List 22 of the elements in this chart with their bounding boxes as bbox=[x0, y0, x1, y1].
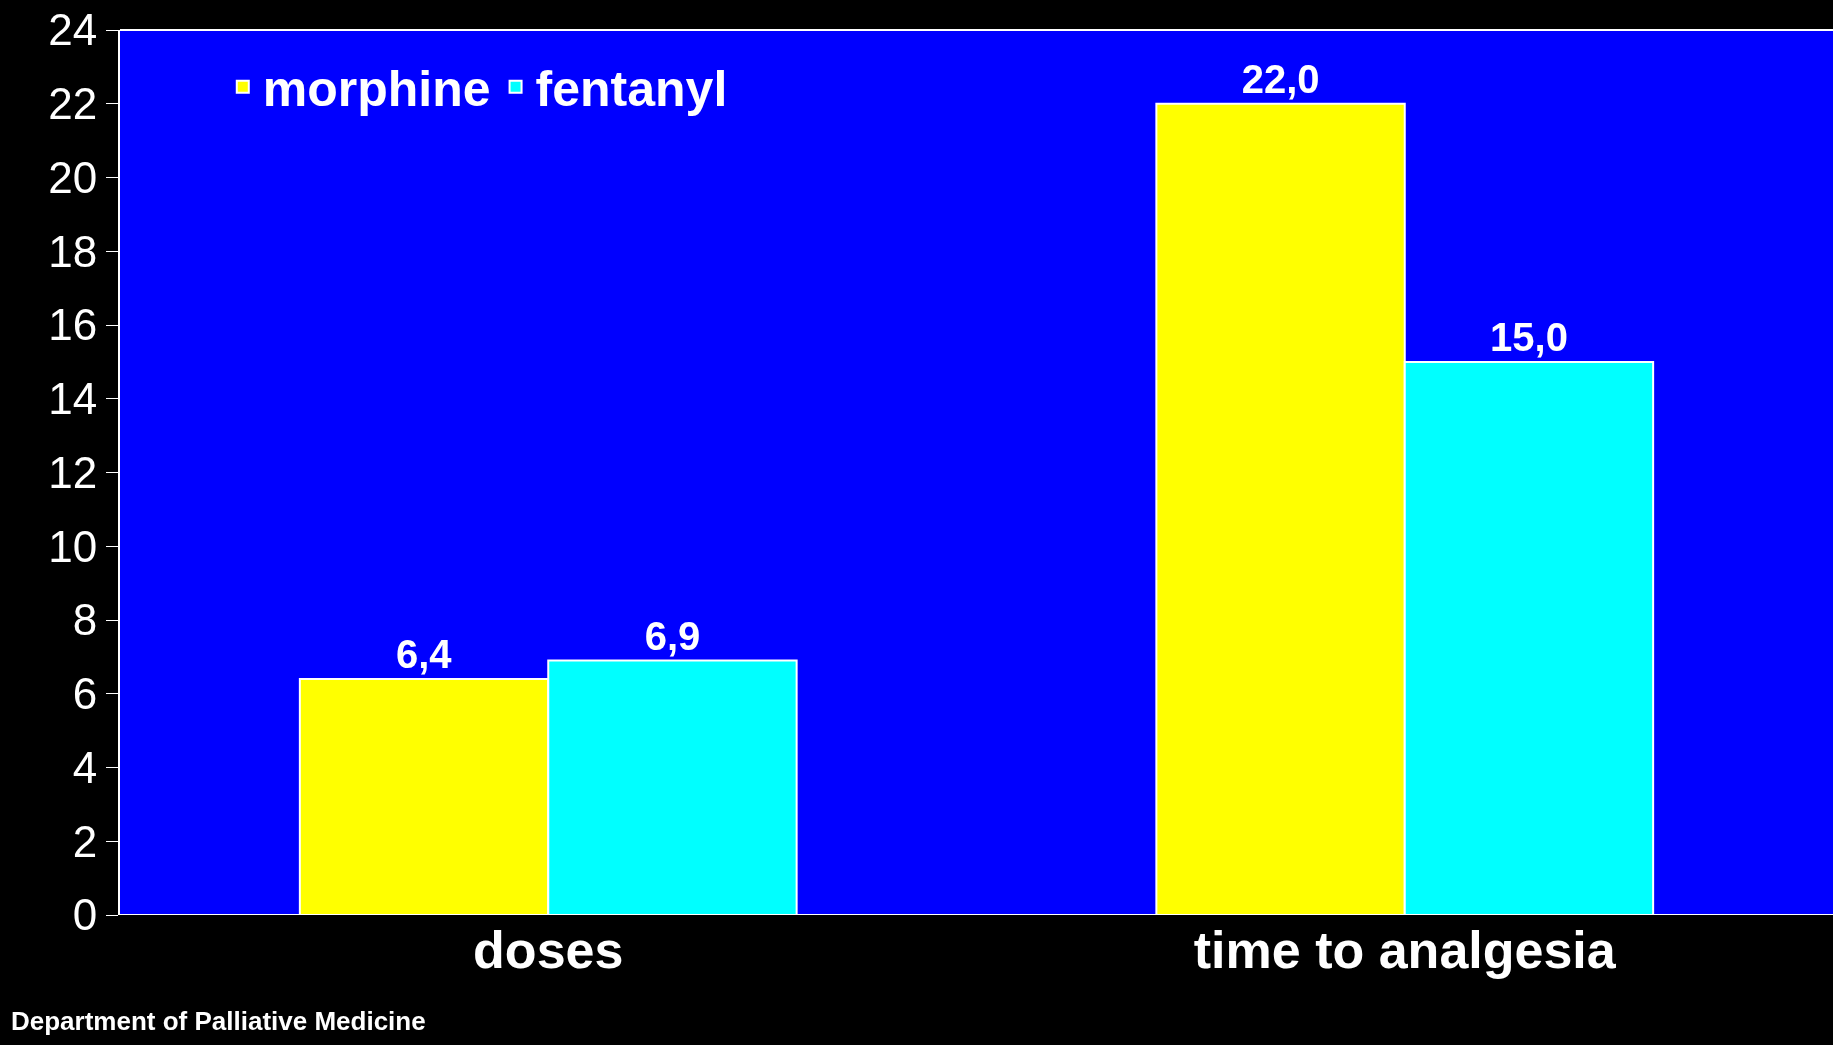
y-tick-label: 12 bbox=[48, 447, 98, 497]
data-label: 15,0 bbox=[1490, 314, 1568, 359]
x-tick-label: time to analgesia bbox=[1193, 921, 1617, 979]
y-tick-label: 22 bbox=[48, 79, 98, 129]
data-label: 22,0 bbox=[1241, 56, 1320, 101]
y-tick-label: 20 bbox=[48, 152, 98, 202]
data-label: 6,4 bbox=[395, 632, 453, 676]
legend-label: morphine bbox=[262, 61, 491, 118]
y-tick-label: 14 bbox=[48, 374, 98, 424]
y-tick-label: 2 bbox=[72, 816, 98, 866]
y-tick-label: 8 bbox=[72, 595, 98, 645]
y-tick-label: 6 bbox=[72, 669, 98, 719]
data-label: 6,9 bbox=[644, 613, 701, 658]
legend-label: fentanyl bbox=[535, 61, 728, 118]
y-tick-label: 18 bbox=[48, 226, 98, 276]
y-tick-label: 16 bbox=[48, 300, 98, 350]
y-tick-label: 10 bbox=[48, 521, 98, 571]
y-tick-label: 0 bbox=[72, 890, 98, 940]
y-tick-label: 4 bbox=[72, 742, 98, 792]
x-tick-label: doses bbox=[473, 921, 624, 979]
y-tick-label: 24 bbox=[48, 5, 98, 55]
text: Department of Palliative Medicine bbox=[11, 1006, 426, 1036]
